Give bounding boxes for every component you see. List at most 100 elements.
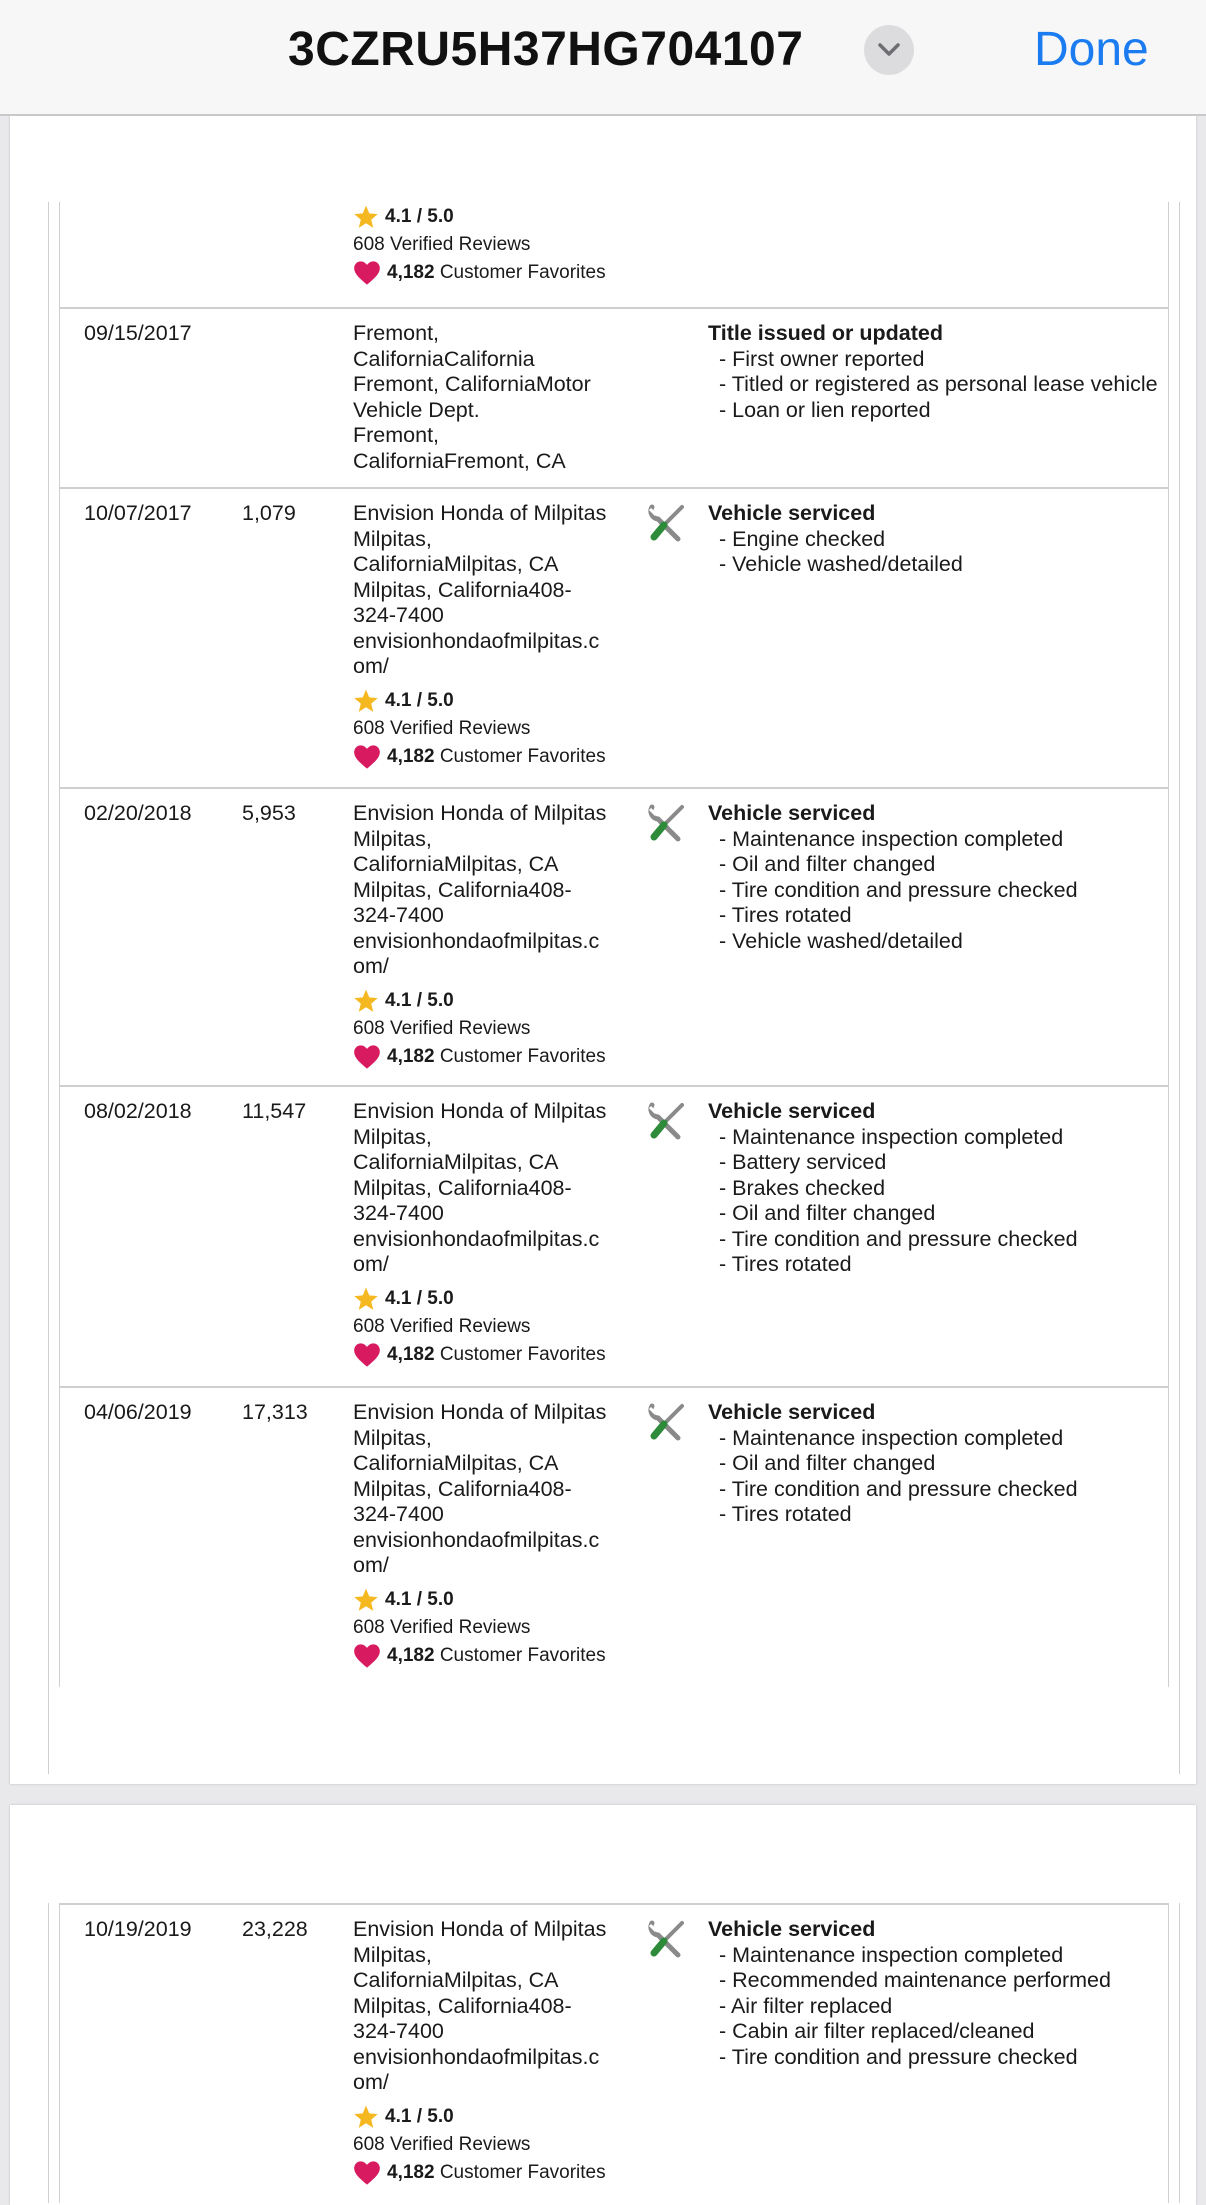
favorites-count: 4,182 [387,2161,435,2183]
event-item: - Oil and filter changed [719,1451,936,1475]
page-title: 3CZRU5H37HG704107 [288,23,804,76]
event-heading: Vehicle serviced [708,801,876,825]
heart-icon [354,261,380,285]
event-item: - Maintenance inspection completed [719,1124,1064,1149]
event-heading: Vehicle serviced [708,1400,876,1424]
source-line: Envision Honda of Milpitas [353,501,607,525]
source-line: 324-7400 [353,2019,444,2043]
source-line: om/ [353,654,389,678]
event-item: - Loan or lien reported [719,397,931,422]
event-heading: Title issued or updated [708,321,943,345]
dealer-rating: 4.1 / 5.0 608 Verified Reviews 4,182 Cus… [353,988,638,1070]
source-line: CaliforniaMilpitas, CA [353,552,559,576]
source-line: CaliforniaMilpitas, CA [353,1451,559,1475]
row-source: Envision Honda of Milpitas Milpitas, Calif… [353,501,638,770]
source-line: Milpitas, [353,826,432,851]
star-icon [354,205,378,228]
event-item: - Vehicle washed/detailed [719,552,963,576]
verified-reviews: 608 Verified Reviews [353,717,531,739]
report-page-1: 4.1 / 5.0 608 Verified Reviews 4,182 Cus… [10,116,1196,1784]
favorites-label: Customer Favorites [439,2161,606,2183]
table-row: 10/07/2017 1,079 Envision Honda of Milpita… [60,489,1168,789]
source-line: Envision Honda of Milpitas [353,1917,607,1941]
event-heading: Vehicle serviced [708,501,876,525]
event-item: - Tires rotated [719,1252,852,1276]
verified-reviews: 608 Verified Reviews [353,1616,531,1638]
table-row: 09/15/2017 Fremont, CaliforniaCalifornia Fr… [60,309,1168,489]
verified-reviews: 608 Verified Reviews [353,234,531,255]
verified-reviews: 608 Verified Reviews [353,1315,531,1337]
heart-icon [354,1342,380,1367]
title-menu-button[interactable] [864,25,914,75]
row-date: 10/19/2019 [84,1917,192,1941]
event-item: - Oil and filter changed [719,1201,936,1225]
event-heading: Vehicle serviced [708,1917,876,1941]
row-source: Envision Honda of Milpitas Milpitas, Calif… [353,1917,638,2186]
favorites-count: 4,182 [387,1045,435,1067]
row-details: Vehicle serviced - Engine checked - Vehicl… [708,501,1158,578]
heart-icon [354,744,380,769]
rating-value: 4.1 / 5.0 [385,989,454,1011]
favorites-label: Customer Favorites [439,1343,606,1365]
row-odometer: 5,953 [242,801,296,825]
favorites-count: 4,182 [387,745,435,767]
event-item: - Tire condition and pressure checked [719,877,1078,902]
source-line: Milpitas, [353,1425,432,1450]
table-row-partial: 4.1 / 5.0 608 Verified Reviews 4,182 Cus… [60,202,1168,309]
source-line: envisionhondaofmilpitas.c [353,928,600,953]
verified-reviews: 608 Verified Reviews [353,1017,531,1039]
source-line: Milpitas, California408- [353,1476,572,1501]
source-line: CaliforniaMilpitas, CA [353,1150,559,1174]
event-item: - Engine checked [719,526,886,551]
star-icon [354,1588,378,1611]
source-line: CaliforniaCalifornia [353,346,535,371]
source-line: CaliforniaFremont, CA [353,448,566,473]
event-item: - Titled or registered as personal lease… [719,372,1158,396]
table-row: 02/20/2018 5,953 Envision Honda of Milpita… [60,789,1168,1087]
source-line: Fremont, [353,423,440,447]
row-odometer: 23,228 [242,1917,308,1941]
done-button[interactable]: Done [1034,23,1149,76]
row-details: Vehicle serviced - Maintenance inspection… [708,1400,1158,1528]
event-item: - First owner reported [719,346,925,371]
rating-value: 4.1 / 5.0 [385,2105,454,2127]
source-line: Envision Honda of Milpitas [353,801,607,825]
rating-value: 4.1 / 5.0 [385,1287,454,1309]
source-line: Milpitas, [353,526,432,551]
source-line: 324-7400 [353,603,444,627]
service-tools-icon [648,804,684,842]
favorites-label: Customer Favorites [439,745,606,767]
event-item: - Vehicle washed/detailed [719,928,963,953]
favorites-label: Customer Favorites [439,1045,606,1067]
rating-value: 4.1 / 5.0 [385,206,454,228]
event-item: - Brakes checked [719,1175,886,1200]
event-item: - Maintenance inspection completed [719,1942,1064,1967]
event-item: - Tire condition and pressure checked [719,1226,1078,1251]
source-line: Envision Honda of Milpitas [353,1099,607,1123]
row-date: 09/15/2017 [84,321,192,345]
row-odometer: 11,547 [242,1099,307,1123]
event-item: - Tires rotated [719,1502,852,1526]
heart-icon [354,1643,380,1668]
dealer-rating: 4.1 / 5.0 608 Verified Reviews 4,182 Cus… [353,1587,638,1669]
star-icon [354,2105,378,2128]
table-row: 04/06/2019 17,313 Envision Honda of Milpit… [60,1388,1168,1687]
source-line: Milpitas, California408- [353,577,572,602]
table-row: 08/02/2018 11,547 Envision Honda of Milpit… [60,1087,1168,1388]
table-row: 10/19/2019 23,228 Envision Honda of Milpit… [60,1903,1168,2203]
source-line: Fremont, CaliforniaMotor [353,372,591,396]
row-odometer: 1,079 [242,501,296,525]
dealer-rating: 4.1 / 5.0 608 Verified Reviews 4,182 Cus… [353,2104,638,2186]
chevron-down-icon [878,43,900,56]
history-table-continued: 10/19/2019 23,228 Envision Honda of Milpit… [48,1903,1180,2203]
source-line: om/ [353,1252,389,1276]
favorites-count: 4,182 [387,1343,435,1365]
event-item: - Cabin air filter replaced/cleaned [719,2019,1035,2043]
source-line: Milpitas, [353,1124,432,1149]
source-line: CaliforniaMilpitas, CA [353,1968,559,1992]
service-tools-icon [648,504,684,542]
row-date: 10/07/2017 [84,501,192,525]
source-line: Vehicle Dept. [353,397,480,422]
service-tools-icon [648,1920,684,1958]
row-date: 08/02/2018 [84,1099,192,1123]
